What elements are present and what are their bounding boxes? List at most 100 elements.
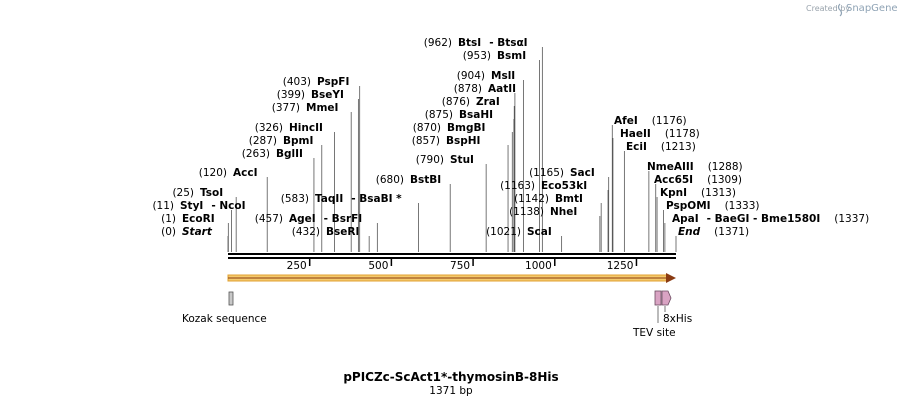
site-mmei[interactable]: (377) MmeI — [272, 102, 339, 114]
site-name: ScaI — [527, 226, 552, 238]
tick-label-500: 500 — [368, 260, 388, 272]
site-bsmi[interactable]: (953) BsmI — [463, 50, 526, 62]
tev-site-label: TEV site — [632, 327, 676, 339]
site-name: SacI — [570, 167, 595, 179]
site-name: BmtI — [555, 193, 583, 205]
site-eco53ki[interactable]: Eco53kI (1163) — [500, 180, 587, 192]
orf-arrow[interactable] — [227, 273, 676, 283]
site-bstbi[interactable]: (680) BstBI — [376, 174, 441, 186]
8xhis-feature[interactable] — [661, 290, 672, 306]
site-tsoi[interactable]: (25) TsoI — [172, 187, 223, 199]
site-position: (1288) — [708, 161, 743, 173]
site-btsi[interactable]: (962) BtsI - BtsαI — [424, 37, 528, 49]
site-name: KpnI — [660, 187, 687, 199]
site-hincii[interactable]: (326) HincII — [255, 122, 323, 134]
site-name: Eco53kI — [541, 180, 587, 192]
site-kpni[interactable]: KpnI (1313) — [660, 187, 736, 199]
site-name: BmgBI — [447, 122, 485, 134]
site-name: HaeII — [620, 128, 651, 140]
site-position: (1021) — [486, 226, 521, 238]
site-name: BglII — [276, 148, 303, 160]
dna-backbone — [228, 253, 676, 259]
site-name: EcoRI — [182, 213, 215, 225]
site-position: (120) — [199, 167, 227, 179]
site-name: TsoI — [200, 187, 223, 199]
site-position: (857) — [412, 135, 440, 147]
site-bseri[interactable]: (432) BseRI — [292, 226, 360, 238]
site-stui[interactable]: (790) StuI — [416, 154, 474, 166]
site-name: BsaHI — [459, 109, 493, 121]
site-afei[interactable]: AfeI (1176) — [614, 115, 687, 127]
snapgene-logo-icon — [837, 3, 843, 17]
site-name: ZraI — [476, 96, 500, 108]
site-position: (1178) — [665, 128, 700, 140]
site-bpmi[interactable]: (287) BpmI — [249, 135, 314, 147]
site-position: (875) — [425, 109, 453, 121]
tev-site-feature[interactable] — [654, 290, 662, 306]
site-name-extra: - BtsαI — [489, 37, 527, 49]
site-name: NheI — [550, 206, 577, 218]
site-zrai[interactable]: (876) ZraI — [442, 96, 500, 108]
site-position: (962) — [424, 37, 452, 49]
site-position: (1313) — [701, 187, 736, 199]
ruler-ticks: 250 500 750 1000 1250 — [287, 259, 638, 272]
site-bmgbi[interactable]: (870) BmgBI — [413, 122, 486, 134]
plasmid-name: pPICZc-ScAct1*-thymosinB-8His — [343, 370, 558, 384]
site-position: (432) — [292, 226, 320, 238]
site-agei[interactable]: (457) AgeI - BsrFI — [255, 213, 362, 225]
site-acc65i[interactable]: Acc65I (1309) — [654, 174, 742, 186]
tick-label-1000: 1000 — [525, 260, 552, 272]
site-position: (1309) — [707, 174, 742, 186]
site-pspfi[interactable]: (403) PspFI — [283, 76, 350, 88]
site-bmti[interactable]: BmtI (1142) — [514, 193, 583, 205]
site-taqii[interactable]: (583) TaqII - BsaBI * — [281, 193, 402, 205]
kozak-sequence-feature[interactable] — [228, 291, 234, 306]
site-nmeaiii[interactable]: NmeAIII (1288) — [647, 161, 743, 173]
site-name: BtsI — [458, 37, 481, 49]
site-start[interactable]: (0) Start — [161, 226, 213, 238]
site-position: (1165) — [529, 167, 564, 179]
site-position: (790) — [416, 154, 444, 166]
credit-text: Created by — [806, 4, 850, 13]
site-name: AfeI — [614, 115, 638, 127]
site-pspomi[interactable]: PspOMI (1333) — [666, 200, 759, 212]
site-msli[interactable]: (904) MslI — [457, 70, 515, 82]
site-bsphi[interactable]: (857) BspHI — [412, 135, 481, 147]
site-ecii[interactable]: EciI (1213) — [626, 141, 696, 153]
site-position: (904) — [457, 70, 485, 82]
site-ecori[interactable]: (1) EcoRI — [161, 213, 214, 225]
site-nhei[interactable]: NheI (1138) — [509, 206, 577, 218]
site-bseyi[interactable]: (399) BseYI — [277, 89, 344, 101]
site-position: (1213) — [661, 141, 696, 153]
site-scai[interactable]: ScaI (1021) — [486, 226, 552, 238]
site-name: BsmI — [497, 50, 526, 62]
site-position: (263) — [242, 148, 270, 160]
site-position: (1176) — [652, 115, 687, 127]
site-name: EciI — [626, 141, 647, 153]
site-position: (1371) — [714, 226, 749, 238]
site-name: AatII — [488, 83, 516, 95]
site-bsahi[interactable]: (875) BsaHI — [425, 109, 493, 121]
site-aatii[interactable]: (878) AatII — [454, 83, 516, 95]
site-name: BpmI — [283, 135, 313, 147]
site-name: BspHI — [446, 135, 480, 147]
site-styi[interactable]: (11) StyI - NcoI — [152, 200, 245, 212]
site-name: AgeI — [289, 213, 316, 225]
site-position: (953) — [463, 50, 491, 62]
site-name: MslI — [491, 70, 515, 82]
site-position: (680) — [376, 174, 404, 186]
site-name: NmeAIII — [647, 161, 694, 173]
site-position: (0) — [161, 226, 176, 238]
site-position: (25) — [172, 187, 194, 199]
tick-label-750: 750 — [450, 260, 470, 272]
kozak-sequence-label: Kozak sequence — [182, 313, 267, 325]
site-apai[interactable]: ApaI - BaeGI - Bme1580I (1337) — [672, 213, 869, 225]
site-saci[interactable]: SacI (1165) — [529, 167, 595, 179]
site-end[interactable]: End (1371) — [678, 226, 749, 238]
site-bglii[interactable]: (263) BglII — [242, 148, 303, 160]
site-haeii[interactable]: HaeII (1178) — [620, 128, 700, 140]
site-name: TaqII — [315, 193, 343, 205]
site-name: BstBI — [410, 174, 441, 186]
site-acci[interactable]: (120) AccI — [199, 167, 258, 179]
